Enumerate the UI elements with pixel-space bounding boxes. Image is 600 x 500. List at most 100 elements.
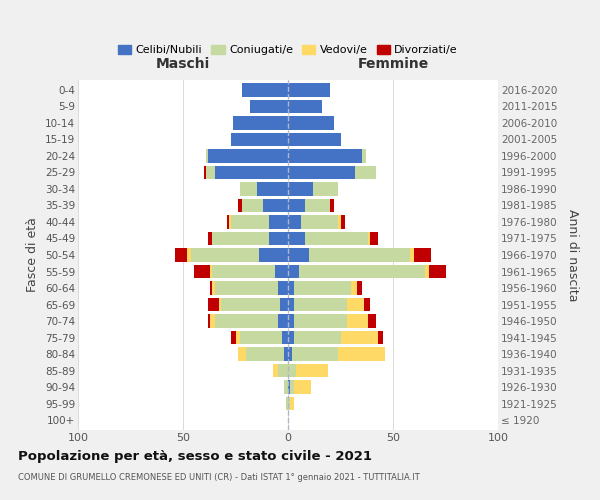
Bar <box>347 298 364 312</box>
Bar <box>414 248 431 262</box>
Bar <box>295 281 351 295</box>
Bar <box>288 348 292 361</box>
Bar <box>284 380 288 394</box>
Bar <box>313 182 338 196</box>
Bar <box>232 331 235 344</box>
Bar <box>288 166 355 179</box>
Bar <box>295 380 311 394</box>
Bar <box>238 348 246 361</box>
Bar <box>187 248 191 262</box>
Bar <box>309 248 410 262</box>
Bar <box>232 132 288 146</box>
Bar <box>347 314 368 328</box>
Bar <box>288 380 290 394</box>
Bar <box>288 264 299 278</box>
Bar <box>212 264 275 278</box>
Bar <box>232 215 269 229</box>
Bar <box>263 198 288 212</box>
Bar <box>229 215 232 229</box>
Bar <box>295 314 347 328</box>
Bar <box>351 281 358 295</box>
Bar <box>330 198 334 212</box>
Bar <box>218 298 221 312</box>
Bar <box>288 248 309 262</box>
Bar <box>288 364 296 378</box>
Bar <box>288 281 295 295</box>
Bar <box>235 331 240 344</box>
Bar <box>288 397 290 410</box>
Bar <box>290 380 295 394</box>
Bar <box>240 331 282 344</box>
Bar <box>288 132 341 146</box>
Bar <box>370 232 379 245</box>
Bar <box>429 264 446 278</box>
Bar <box>299 264 425 278</box>
Text: Maschi: Maschi <box>156 57 210 71</box>
Bar <box>238 198 242 212</box>
Bar <box>292 348 338 361</box>
Bar <box>259 248 288 262</box>
Bar <box>208 298 218 312</box>
Text: COMUNE DI GRUMELLO CREMONESE ED UNITI (CR) - Dati ISTAT 1° gennaio 2021 - TUTTIT: COMUNE DI GRUMELLO CREMONESE ED UNITI (C… <box>18 472 420 482</box>
Bar <box>288 149 361 162</box>
Bar <box>341 331 379 344</box>
Y-axis label: Fasce di età: Fasce di età <box>26 218 40 292</box>
Bar <box>208 232 212 245</box>
Bar <box>280 298 288 312</box>
Bar <box>277 364 288 378</box>
Bar <box>288 314 295 328</box>
Bar <box>368 232 370 245</box>
Bar <box>361 149 366 162</box>
Bar <box>257 182 288 196</box>
Bar <box>368 314 376 328</box>
Bar <box>175 248 187 262</box>
Bar <box>338 215 341 229</box>
Y-axis label: Anni di nascita: Anni di nascita <box>566 208 579 301</box>
Text: Femmine: Femmine <box>358 57 428 71</box>
Bar <box>193 264 210 278</box>
Bar <box>208 314 210 328</box>
Bar <box>338 348 385 361</box>
Bar <box>288 182 313 196</box>
Bar <box>242 83 288 96</box>
Bar <box>233 116 288 130</box>
Bar <box>275 264 288 278</box>
Bar <box>425 264 428 278</box>
Bar <box>282 331 288 344</box>
Bar <box>295 298 347 312</box>
Bar <box>284 348 288 361</box>
Bar <box>296 364 328 378</box>
Bar <box>210 264 212 278</box>
Bar <box>277 281 288 295</box>
Bar <box>288 232 305 245</box>
Bar <box>208 149 288 162</box>
Bar <box>410 248 414 262</box>
Bar <box>246 348 284 361</box>
Bar <box>242 198 263 212</box>
Bar <box>295 331 341 344</box>
Bar <box>288 298 295 312</box>
Bar <box>240 182 257 196</box>
Text: Popolazione per età, sesso e stato civile - 2021: Popolazione per età, sesso e stato civil… <box>18 450 372 463</box>
Bar <box>288 100 322 113</box>
Bar <box>215 166 288 179</box>
Bar <box>288 215 301 229</box>
Bar <box>212 281 215 295</box>
Bar <box>274 364 277 378</box>
Bar <box>206 166 215 179</box>
Bar <box>288 331 295 344</box>
Bar <box>250 100 288 113</box>
Bar <box>227 215 229 229</box>
Bar <box>191 248 259 262</box>
Bar <box>301 215 338 229</box>
Bar <box>358 281 361 295</box>
Bar <box>269 232 288 245</box>
Bar <box>210 281 212 295</box>
Bar <box>269 215 288 229</box>
Bar <box>288 198 305 212</box>
Legend: Celibi/Nubili, Coniugati/e, Vedovi/e, Divorziati/e: Celibi/Nubili, Coniugati/e, Vedovi/e, Di… <box>113 40 463 60</box>
Bar <box>204 166 206 179</box>
Bar <box>290 397 295 410</box>
Bar <box>305 232 368 245</box>
Bar <box>212 232 269 245</box>
